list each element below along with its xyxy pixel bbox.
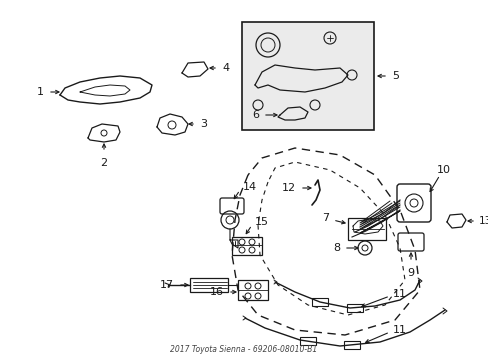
Text: 8: 8	[332, 243, 339, 253]
Text: 3: 3	[200, 119, 206, 129]
Text: 11: 11	[392, 325, 406, 335]
Text: 1: 1	[37, 87, 44, 97]
Bar	[231, 237, 262, 255]
Text: 5: 5	[391, 71, 398, 81]
Text: 10: 10	[436, 165, 450, 175]
Text: 16: 16	[209, 287, 224, 297]
Bar	[311, 298, 327, 306]
Text: 2: 2	[100, 158, 107, 168]
Bar	[343, 341, 359, 349]
Bar	[242, 22, 373, 130]
Text: 4: 4	[222, 63, 229, 73]
Text: 12: 12	[281, 183, 295, 193]
Text: 17: 17	[160, 280, 174, 290]
Text: 2017 Toyota Sienna - 69206-08010-B1: 2017 Toyota Sienna - 69206-08010-B1	[170, 345, 317, 354]
Bar	[238, 280, 267, 300]
Text: 9: 9	[407, 268, 414, 278]
Bar	[299, 337, 315, 345]
Text: 15: 15	[254, 217, 268, 227]
Text: 6: 6	[251, 110, 259, 120]
Bar	[347, 218, 385, 240]
Bar	[190, 278, 227, 292]
Text: 13: 13	[478, 216, 488, 226]
Text: 14: 14	[243, 182, 257, 192]
Text: 7: 7	[321, 213, 328, 223]
Bar	[346, 304, 362, 312]
Text: 11: 11	[392, 289, 406, 299]
